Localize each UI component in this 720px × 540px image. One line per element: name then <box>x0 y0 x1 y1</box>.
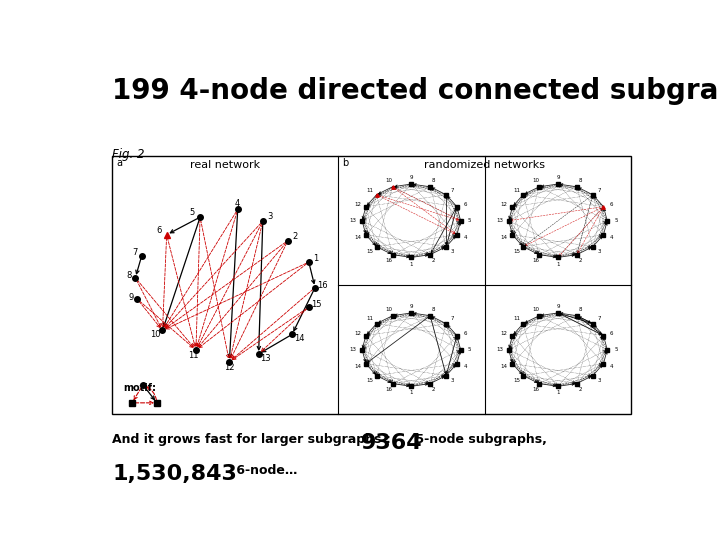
Text: 8: 8 <box>578 178 582 183</box>
Text: 3: 3 <box>267 212 272 220</box>
Text: 9: 9 <box>410 304 413 309</box>
Text: 15: 15 <box>513 378 521 383</box>
Text: 5: 5 <box>468 347 472 352</box>
Text: 7: 7 <box>451 187 454 193</box>
Text: 1: 1 <box>557 261 559 267</box>
Text: 9364: 9364 <box>361 433 422 453</box>
Text: 10: 10 <box>532 178 539 183</box>
Text: 7: 7 <box>598 316 601 321</box>
Text: 6: 6 <box>610 330 613 335</box>
Text: motif:: motif: <box>124 383 156 393</box>
Text: 16: 16 <box>317 281 328 290</box>
Text: 3: 3 <box>451 249 454 254</box>
Text: 14: 14 <box>354 235 361 240</box>
Text: randomized networks: randomized networks <box>424 160 545 171</box>
Text: 9: 9 <box>128 293 133 302</box>
Text: 13: 13 <box>350 218 356 223</box>
Text: 7: 7 <box>451 316 454 321</box>
Text: 15: 15 <box>366 378 374 383</box>
Text: 11: 11 <box>188 350 199 360</box>
Text: 10: 10 <box>150 330 161 339</box>
Text: 2: 2 <box>432 387 436 392</box>
Text: 14: 14 <box>500 364 508 369</box>
Text: And it grows fast for larger subgraphs :: And it grows fast for larger subgraphs : <box>112 433 395 446</box>
Text: 5: 5 <box>614 218 618 223</box>
Text: 15: 15 <box>513 249 521 254</box>
Text: 5: 5 <box>468 218 472 223</box>
Text: 10: 10 <box>386 307 392 312</box>
Text: 13: 13 <box>496 218 503 223</box>
Text: 7: 7 <box>132 248 138 258</box>
Text: b: b <box>343 158 348 168</box>
Text: 5: 5 <box>614 347 618 352</box>
Text: 14: 14 <box>354 364 361 369</box>
Text: 3: 3 <box>451 378 454 383</box>
Text: 16: 16 <box>386 258 392 264</box>
Text: 14: 14 <box>500 235 508 240</box>
Text: a: a <box>117 158 123 168</box>
Text: 2: 2 <box>578 387 582 392</box>
Text: 6: 6 <box>464 201 467 207</box>
Text: 11: 11 <box>513 187 521 193</box>
Text: 8: 8 <box>432 178 436 183</box>
Text: 4: 4 <box>610 235 613 240</box>
Text: 2: 2 <box>432 258 436 264</box>
Text: 3: 3 <box>598 249 601 254</box>
Text: 6: 6 <box>464 330 467 335</box>
Text: 12: 12 <box>500 330 508 335</box>
Text: 16: 16 <box>532 258 539 264</box>
Text: 9: 9 <box>557 175 559 180</box>
Text: 1: 1 <box>410 261 413 267</box>
Text: 10: 10 <box>386 178 392 183</box>
Text: 8: 8 <box>432 307 436 312</box>
Text: real network: real network <box>190 160 260 171</box>
Text: 12: 12 <box>224 363 235 372</box>
Text: 9: 9 <box>557 304 559 309</box>
Text: 6: 6 <box>157 226 162 235</box>
Text: 13: 13 <box>496 347 503 352</box>
Text: 12: 12 <box>354 330 361 335</box>
Text: 5-node subgraphs,: 5-node subgraphs, <box>411 433 546 446</box>
Text: 1: 1 <box>557 390 559 395</box>
Text: 11: 11 <box>366 187 374 193</box>
Text: 9: 9 <box>410 175 413 180</box>
Text: 4: 4 <box>464 235 467 240</box>
Text: 13: 13 <box>261 354 271 362</box>
Text: 6-node…: 6-node… <box>233 464 297 477</box>
Text: 8: 8 <box>578 307 582 312</box>
Text: 10: 10 <box>532 307 539 312</box>
Text: 7: 7 <box>598 187 601 193</box>
Text: 13: 13 <box>350 347 356 352</box>
Text: 14: 14 <box>294 334 305 343</box>
Text: 3: 3 <box>598 378 601 383</box>
Text: 8: 8 <box>126 271 131 280</box>
Bar <box>112 156 631 414</box>
Text: 12: 12 <box>354 201 361 207</box>
Text: 15: 15 <box>366 249 374 254</box>
Text: 12: 12 <box>500 201 508 207</box>
Text: 15: 15 <box>311 300 321 309</box>
Text: 5: 5 <box>189 208 194 217</box>
Text: 16: 16 <box>386 387 392 392</box>
Text: 4: 4 <box>235 199 240 208</box>
Text: 1: 1 <box>410 390 413 395</box>
Text: 1,530,843: 1,530,843 <box>112 464 237 484</box>
Text: 11: 11 <box>513 316 521 321</box>
Text: Fig. 2: Fig. 2 <box>112 148 145 161</box>
Text: 1: 1 <box>313 254 318 264</box>
Text: 16: 16 <box>532 387 539 392</box>
Text: 199 4-node directed connected subgraphs: 199 4-node directed connected subgraphs <box>112 77 720 105</box>
Text: 2: 2 <box>578 258 582 264</box>
Text: 4: 4 <box>610 364 613 369</box>
Text: 6: 6 <box>610 201 613 207</box>
Text: 11: 11 <box>366 316 374 321</box>
Text: 2: 2 <box>292 232 297 241</box>
Text: 4: 4 <box>464 364 467 369</box>
